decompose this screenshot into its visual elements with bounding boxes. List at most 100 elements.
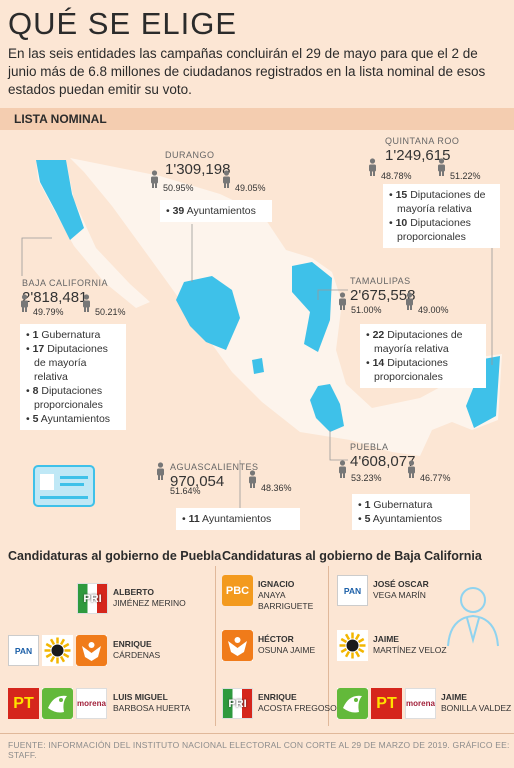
person-icon — [151, 170, 158, 188]
office-count: 22 — [372, 329, 385, 341]
toucan-icon — [337, 688, 368, 719]
bullet: • — [26, 413, 33, 425]
candidate-name-line: CÁRDENAS — [113, 650, 161, 660]
candidate-name: ALBERTO JIMÉNEZ MERINO — [113, 587, 186, 609]
candidate-name-line: ENRIQUE — [113, 639, 152, 649]
office-item: • 8 Diputaciones proporcionales — [26, 384, 120, 412]
bullet: • — [182, 513, 189, 525]
bullet: • — [366, 357, 373, 369]
map — [21, 158, 502, 510]
voter-count: 2'675,558 — [350, 287, 416, 304]
title: QUÉ SE ELIGE — [8, 6, 238, 41]
race-title: Candidaturas al gobierno de Puebla — [8, 549, 222, 563]
office-text: Diputaciones proporcionales — [34, 385, 103, 411]
eagle-icon — [222, 630, 253, 661]
candidate-name: JAIME BONILLA VALDEZ — [441, 692, 511, 714]
office-count: 14 — [372, 357, 385, 369]
state-aguascalientes — [252, 358, 264, 374]
person-icon — [339, 460, 346, 478]
office-text: Diputaciones de mayoría relativa — [34, 343, 108, 383]
voter-share: 48.78% — [381, 171, 412, 181]
office-text: Diputaciones de mayoría relativa — [374, 329, 463, 355]
party-logo: PT — [8, 688, 39, 719]
voter-share: 53.23% — [351, 473, 382, 483]
candidate-name-line: HÉCTOR — [258, 634, 294, 644]
office-box: • 15 Diputaciones de mayoría relativa • 1… — [383, 184, 500, 248]
office-count: 15 — [395, 189, 408, 201]
state-puebla — [310, 384, 344, 432]
office-text: Diputaciones proporcionales — [397, 217, 471, 243]
bullet: • — [26, 343, 33, 355]
candidate-name: ENRIQUE CÁRDENAS — [113, 639, 160, 661]
voter-count: 1'249,615 — [385, 147, 451, 164]
voter-count: 970,054 — [170, 473, 225, 490]
office-count: 17 — [32, 343, 45, 355]
voter-share: 48.36% — [261, 483, 292, 493]
race-title: Candidaturas al gobierno de Baja Califor… — [222, 549, 482, 563]
party-logo: PAN — [337, 575, 368, 606]
office-box: • 39 Ayuntamientos — [160, 200, 272, 222]
party-logo: PRI — [222, 688, 253, 719]
office-item: • 5 Ayuntamientos — [26, 412, 120, 426]
bullet: • — [166, 205, 173, 217]
candidate-name-line: ACOSTA FREGOSO — [258, 703, 337, 713]
state-name: TAMAULIPAS — [350, 276, 411, 286]
party-logo — [222, 630, 253, 661]
bullet: • — [389, 189, 396, 201]
sun-icon — [44, 637, 71, 664]
toucan-icon — [42, 688, 73, 719]
candidate-name: JOSÉ OSCAR VEGA MARÍN — [373, 579, 429, 601]
state-tamaulipas — [292, 262, 332, 352]
candidate-icon — [447, 587, 499, 647]
candidate-name: JAIME MARTÍNEZ VELOZ — [373, 634, 447, 656]
section-label: LISTA NOMINAL — [14, 112, 107, 126]
state-name: QUINTANA ROO — [385, 136, 460, 146]
office-count: 5 — [364, 513, 371, 525]
state-durango — [176, 276, 240, 350]
party-logo: morena — [76, 688, 107, 719]
party-logo: PT — [371, 688, 402, 719]
office-item: • 14 Diputaciones proporcionales — [366, 356, 480, 384]
party-logo: PBC — [222, 575, 253, 606]
voter-count: 1'309,198 — [165, 161, 231, 178]
bullet: • — [358, 513, 365, 525]
party-logo — [337, 688, 368, 719]
candidate-name-line: ENRIQUE — [258, 692, 297, 702]
office-box: • 22 Diputaciones de mayoría relativa • 1… — [360, 324, 486, 388]
office-text: Gubernatura — [373, 499, 433, 511]
candidate-name: HÉCTOR OSUNA JAIME — [258, 634, 315, 656]
candidate-name: IGNACIO ANAYA BARRIGUETE — [258, 579, 313, 612]
leader-lines — [21, 224, 493, 510]
highlighted-states — [36, 160, 500, 432]
leader-line — [317, 289, 348, 300]
voter-count: 2'818,481 — [22, 289, 88, 306]
bullet: • — [26, 329, 33, 341]
bullet: • — [366, 329, 373, 341]
person-icon — [157, 462, 164, 480]
leader-line — [329, 430, 348, 461]
candidate-name-line: BONILLA VALDEZ — [441, 703, 512, 713]
section-band: LISTA NOMINAL — [0, 108, 514, 130]
leader-line — [21, 237, 52, 276]
divider — [328, 566, 329, 726]
candidate-name-line: OSUNA JAIME — [258, 645, 316, 655]
bullet: • — [389, 217, 396, 229]
voter-share: 49.05% — [235, 183, 266, 193]
office-count: 8 — [32, 385, 39, 397]
office-item: • 15 Diputaciones de mayoría relativa — [389, 188, 494, 216]
office-text: Ayuntamientos — [186, 205, 256, 217]
candidate-name: ENRIQUE ACOSTA FREGOSO — [258, 692, 337, 714]
office-box: • 1 Gubernatura • 17 Diputaciones de mayo… — [20, 324, 126, 430]
candidate-name-line: JOSÉ OSCAR — [373, 579, 429, 589]
bullet: • — [358, 499, 365, 511]
office-box: • 11 Ayuntamientos — [176, 508, 300, 530]
person-icon — [83, 294, 90, 312]
divider — [0, 733, 514, 734]
office-count: 1 — [364, 499, 371, 511]
person-icon — [408, 460, 415, 478]
person-icon — [438, 158, 445, 176]
office-count: 11 — [188, 513, 200, 525]
candidate-name-line: MARTÍNEZ VELOZ — [373, 645, 447, 655]
state-name: BAJA CALIFORNIA — [22, 278, 109, 288]
voter-count: 4'608,077 — [350, 453, 416, 470]
